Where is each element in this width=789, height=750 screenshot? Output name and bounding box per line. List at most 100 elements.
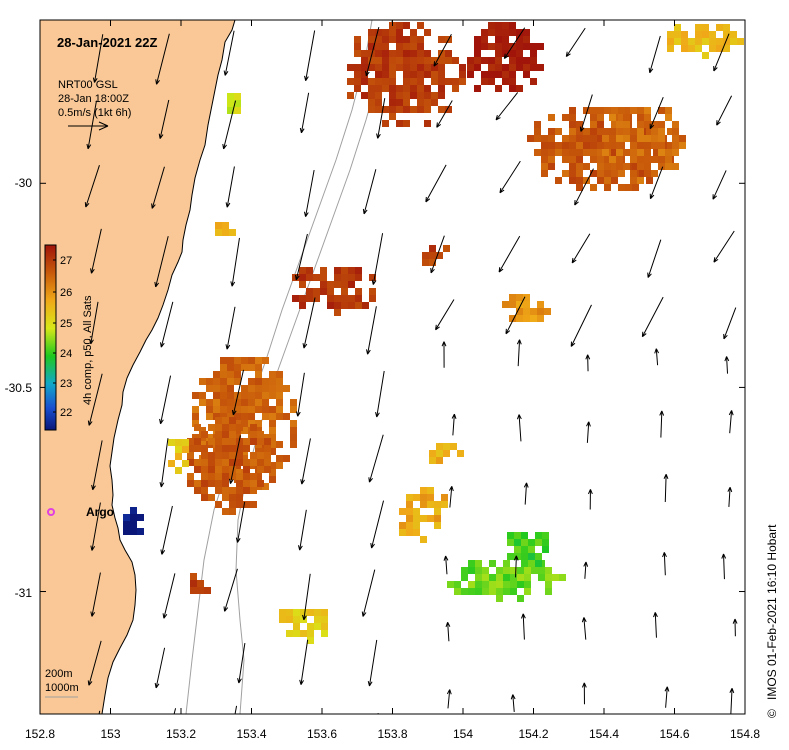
depth-legend-200m: 200m bbox=[45, 668, 73, 680]
sst-cell bbox=[241, 413, 248, 420]
current-arrow-icon bbox=[653, 612, 658, 638]
sst-cell bbox=[382, 36, 389, 43]
sst-cell bbox=[604, 184, 611, 191]
sst-cell bbox=[413, 494, 420, 501]
sst-cell bbox=[639, 170, 646, 177]
sst-cell bbox=[355, 288, 362, 295]
sst-cell bbox=[229, 431, 236, 438]
sst-cell bbox=[723, 38, 730, 45]
sst-cell bbox=[199, 427, 206, 434]
sst-cell bbox=[548, 114, 555, 121]
current-arrow-icon bbox=[154, 236, 169, 288]
sst-cell bbox=[441, 494, 448, 501]
sst-cell bbox=[262, 392, 269, 399]
sst-cell bbox=[215, 222, 222, 229]
sst-cell bbox=[341, 302, 348, 309]
sst-cell bbox=[545, 574, 552, 581]
sst-cell bbox=[213, 413, 220, 420]
sst-cell bbox=[222, 431, 229, 438]
sst-cell bbox=[651, 170, 658, 177]
colorbar-tick: 24 bbox=[60, 348, 72, 360]
sst-cell bbox=[590, 107, 597, 114]
sst-cell bbox=[447, 581, 454, 588]
sst-cell bbox=[495, 29, 502, 36]
sst-cell bbox=[234, 378, 241, 385]
sst-cell bbox=[562, 170, 569, 177]
sst-cell bbox=[375, 50, 382, 57]
sst-cell bbox=[375, 64, 382, 71]
sst-cell bbox=[517, 581, 524, 588]
sst-cell bbox=[399, 529, 406, 536]
sst-cell bbox=[269, 427, 276, 434]
current-arrow-icon bbox=[430, 235, 445, 274]
sst-cell bbox=[187, 445, 194, 452]
current-arrow-icon bbox=[585, 354, 591, 372]
sst-cell bbox=[190, 587, 197, 594]
sst-cell bbox=[597, 149, 604, 156]
sst-cell bbox=[523, 294, 530, 301]
sst-cell bbox=[637, 121, 644, 128]
sst-cell bbox=[523, 71, 530, 78]
sst-cell bbox=[250, 438, 257, 445]
current-arrow-icon bbox=[160, 505, 173, 555]
sst-cell bbox=[475, 581, 482, 588]
sst-cell bbox=[368, 85, 375, 92]
sst-cell bbox=[220, 371, 227, 378]
sst-cell bbox=[644, 149, 651, 156]
sst-cell bbox=[489, 560, 496, 567]
sst-cell bbox=[452, 85, 459, 92]
sst-cell bbox=[443, 450, 450, 457]
sst-cell bbox=[443, 443, 450, 450]
sst-cell bbox=[348, 295, 355, 302]
sst-cell bbox=[569, 107, 576, 114]
sst-cell bbox=[382, 106, 389, 113]
sst-cell bbox=[434, 522, 441, 529]
sst-cell bbox=[527, 135, 534, 142]
current-arrow-icon bbox=[225, 306, 236, 350]
sst-cell bbox=[695, 38, 702, 45]
sst-cell bbox=[604, 107, 611, 114]
sst-cell bbox=[382, 50, 389, 57]
sst-cell bbox=[481, 29, 488, 36]
sst-cell bbox=[276, 399, 283, 406]
sst-cell bbox=[222, 445, 229, 452]
sst-cell bbox=[248, 406, 255, 413]
current-arrow-icon bbox=[90, 502, 101, 551]
sst-cell bbox=[248, 420, 255, 427]
sst-cell bbox=[562, 156, 569, 163]
colorbar-tick: 27 bbox=[60, 255, 72, 267]
sst-cell bbox=[236, 501, 243, 508]
current-arrow-icon bbox=[571, 233, 591, 264]
sst-cell bbox=[255, 357, 262, 364]
sst-cell bbox=[234, 406, 241, 413]
sst-cell bbox=[368, 29, 375, 36]
sst-cell bbox=[545, 588, 552, 595]
sst-cell bbox=[341, 281, 348, 288]
sst-cell bbox=[658, 142, 665, 149]
sst-cell bbox=[399, 522, 406, 529]
y-tick-label: -30 bbox=[15, 176, 33, 190]
sst-cell bbox=[569, 163, 576, 170]
sst-cell bbox=[236, 480, 243, 487]
y-tick-label: -31 bbox=[15, 586, 33, 600]
sst-cell bbox=[514, 539, 521, 546]
sst-cell bbox=[672, 163, 679, 170]
copyright-icon: © bbox=[765, 709, 779, 718]
sst-cell bbox=[514, 553, 521, 560]
sst-cell bbox=[182, 439, 189, 446]
current-arrow-icon bbox=[304, 30, 316, 82]
sst-cell bbox=[215, 431, 222, 438]
sst-cell bbox=[130, 514, 137, 521]
sst-cell bbox=[503, 574, 510, 581]
sst-cell bbox=[590, 135, 597, 142]
sst-cell bbox=[334, 274, 341, 281]
sst-cell bbox=[299, 274, 306, 281]
sst-cell bbox=[637, 128, 644, 135]
sst-cell bbox=[534, 135, 541, 142]
current-arrow-icon bbox=[505, 296, 526, 335]
sst-cell bbox=[523, 36, 530, 43]
sst-cell bbox=[548, 156, 555, 163]
sst-cell bbox=[672, 121, 679, 128]
sst-cell bbox=[509, 78, 516, 85]
sst-cell bbox=[516, 43, 523, 50]
